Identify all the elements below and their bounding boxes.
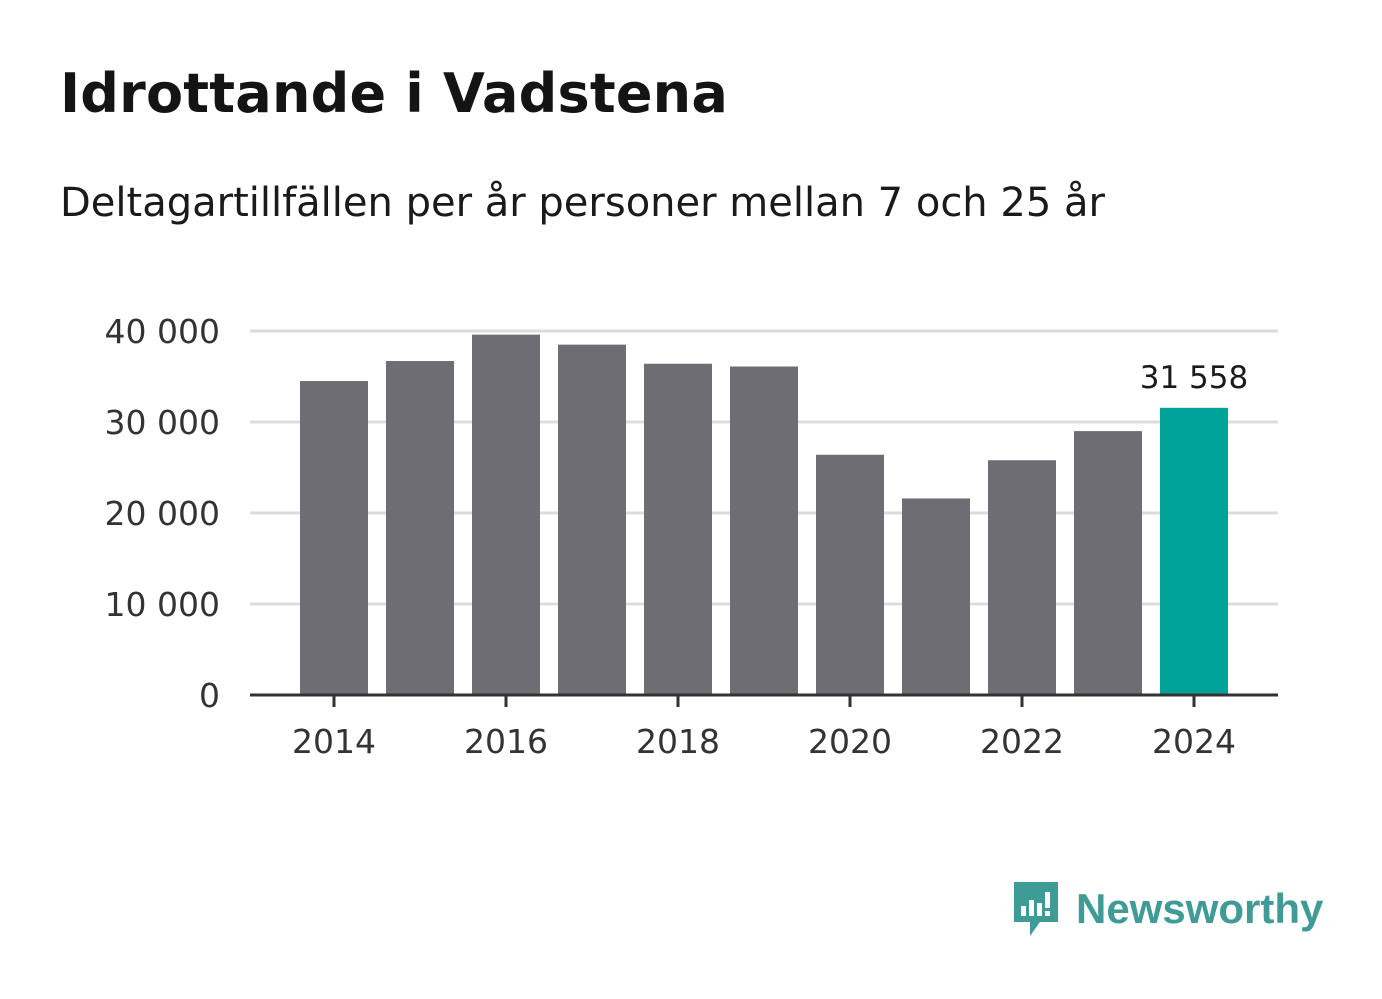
newsworthy-chat-bars-icon	[1014, 882, 1058, 936]
bar-2019	[730, 366, 798, 695]
data-label: 31 558	[1140, 360, 1248, 396]
bar-2022	[988, 460, 1056, 695]
bar-2023	[1074, 431, 1142, 695]
x-tick-label: 2014	[292, 722, 376, 761]
newsworthy-logo: Newsworthy	[1010, 876, 1323, 942]
y-tick-label: 0	[199, 676, 220, 715]
x-tick-label: 2022	[980, 722, 1064, 761]
bar-2018	[644, 363, 712, 695]
bar-2017	[558, 344, 626, 695]
x-tick-label: 2018	[636, 722, 720, 761]
bar-2016	[472, 334, 540, 695]
brand-name: Newsworthy	[1076, 885, 1324, 932]
y-tick-label: 20 000	[105, 494, 220, 533]
y-tick-label: 30 000	[105, 403, 220, 442]
bar-2020	[816, 454, 884, 695]
bar-2024	[1160, 407, 1228, 695]
x-tick-label: 2016	[464, 722, 548, 761]
x-tick-label: 2024	[1152, 722, 1236, 761]
bar-2021	[902, 498, 970, 695]
y-tick-label: 10 000	[105, 585, 220, 624]
bar-2015	[386, 361, 454, 695]
bar-2014	[300, 381, 368, 695]
x-tick-label: 2020	[808, 722, 892, 761]
y-tick-label: 40 000	[105, 312, 220, 351]
chart-subtitle: Deltagartillfällen per år personer mella…	[60, 180, 1105, 226]
chart-title: Idrottande i Vadstena	[60, 62, 728, 125]
